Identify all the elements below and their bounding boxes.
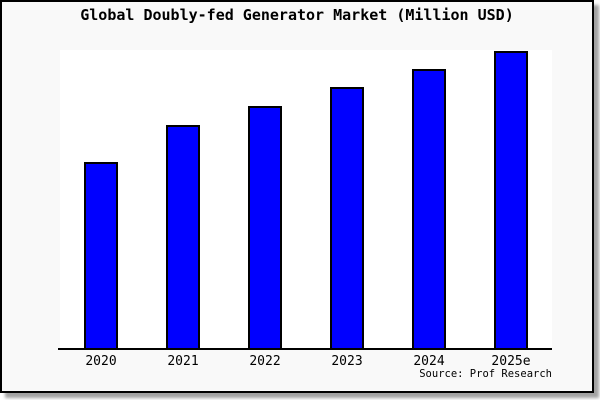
bar-2025e xyxy=(494,50,528,348)
bar-2020 xyxy=(84,162,118,348)
x-tick-label-2023: 2023 xyxy=(331,354,363,369)
chart-title: Global Doubly-fed Generator Market (Mill… xyxy=(80,6,514,24)
x-tick-label-2025e: 2025e xyxy=(491,354,531,369)
bar-slot-2021 xyxy=(142,50,224,348)
x-tick-label-2022: 2022 xyxy=(249,354,281,369)
bar-slot-2024 xyxy=(388,50,470,348)
x-axis-line xyxy=(58,348,552,350)
bar-slot-2020 xyxy=(60,50,142,348)
bar-slot-2023 xyxy=(306,50,388,348)
chart-frame: Global Doubly-fed Generator Market (Mill… xyxy=(0,0,594,393)
bar-2023 xyxy=(330,86,364,348)
x-axis-labels: 2020 2021 2022 2023 2024 2025e xyxy=(60,354,552,369)
bar-2021 xyxy=(166,125,200,348)
bar-slot-2025e xyxy=(470,50,552,348)
bars-container xyxy=(60,50,552,348)
bar-2022 xyxy=(248,106,282,348)
plot-area xyxy=(58,50,552,350)
bar-slot-2022 xyxy=(224,50,306,348)
bar-2024 xyxy=(412,69,446,348)
x-tick-label-2020: 2020 xyxy=(85,354,117,369)
x-tick-label-2024: 2024 xyxy=(413,354,445,369)
x-tick-label-2021: 2021 xyxy=(167,354,199,369)
source-note: Source: Prof Research xyxy=(419,368,552,380)
